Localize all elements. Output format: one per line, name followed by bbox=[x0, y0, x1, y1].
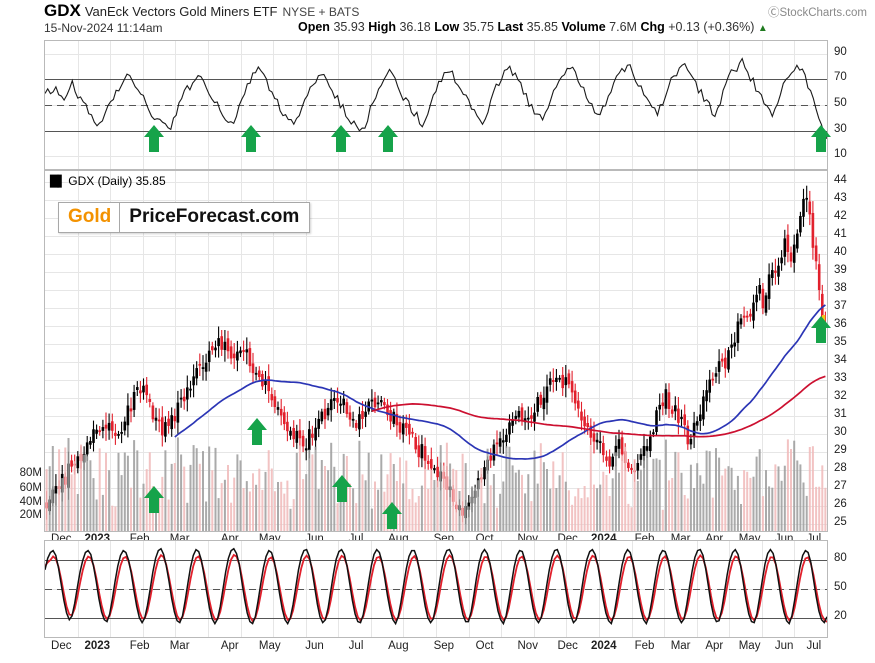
x-axis-label-jun-18: Jun bbox=[774, 640, 794, 652]
high-label: High bbox=[368, 20, 396, 34]
x-axis-label-2023-1: 2023 bbox=[84, 640, 111, 652]
chart-header: GDX VanEck Vectors Gold Miners ETF NYSE + … bbox=[0, 0, 875, 40]
rsi-ytick-30: 30 bbox=[834, 122, 847, 135]
price-ytick-38: 38 bbox=[834, 281, 847, 294]
rsi-panel bbox=[44, 40, 828, 170]
x-axis-label-2024-13: 2024 bbox=[590, 640, 617, 652]
x-axis-label-may-17: May bbox=[738, 640, 761, 652]
rsi-ytick-90: 90 bbox=[834, 45, 847, 58]
high-value: 36.18 bbox=[399, 20, 431, 34]
x-axis-label-dec-0: Dec bbox=[51, 640, 72, 652]
buy-arrow-rsi-1 bbox=[143, 124, 165, 154]
stochastic-x-axis: Dec 2023 Feb Mar Apr May Jun Jul Aug Sep Oct Nov Dec… bbox=[44, 640, 828, 656]
x-axis-label-nov-11: Nov bbox=[517, 640, 538, 652]
price-ytick-43: 43 bbox=[834, 191, 847, 204]
buy-arrow-rsi-3 bbox=[330, 124, 352, 154]
stochastic-ytick-20: 20 bbox=[834, 609, 847, 622]
x-axis-label-oct-10: Oct bbox=[475, 640, 494, 652]
price-ytick-25: 25 bbox=[834, 515, 847, 528]
buy-arrow-price-1 bbox=[143, 485, 165, 515]
volume-value: 7.6M bbox=[609, 20, 637, 34]
price-ytick-29: 29 bbox=[834, 443, 847, 456]
candlestick-icon: █▌ bbox=[50, 175, 66, 188]
price-ytick-35: 35 bbox=[834, 335, 847, 348]
up-triangle-icon: ▲ bbox=[757, 23, 768, 34]
rsi-ytick-70: 70 bbox=[834, 71, 847, 84]
rsi-ytick-10: 10 bbox=[834, 148, 847, 161]
price-plot bbox=[45, 171, 827, 531]
price-ytick-33: 33 bbox=[834, 371, 847, 384]
rsi-plot bbox=[45, 41, 827, 169]
open-value: 35.93 bbox=[333, 20, 365, 34]
x-axis-label-apr-16: Apr bbox=[705, 640, 724, 652]
price-ytick-40: 40 bbox=[834, 245, 847, 258]
price-ytick-31: 31 bbox=[834, 407, 847, 420]
price-ytick-27: 27 bbox=[834, 479, 847, 492]
stochastic-ytick-80: 80 bbox=[834, 552, 847, 565]
quote-datetime: 15-Nov-2024 11:14am bbox=[44, 21, 163, 35]
price-ytick-42: 42 bbox=[834, 209, 847, 222]
price-ytick-41: 41 bbox=[834, 227, 847, 240]
watermark-site: PriceForecast.com bbox=[129, 206, 300, 227]
copyright-icon: Ⓒ bbox=[767, 7, 780, 19]
price-series-text: GDX (Daily) 35.85 bbox=[68, 174, 166, 188]
x-axis-label-jul-7: Jul bbox=[348, 640, 364, 652]
quote-bar: Open 35.93 High 36.18 Low 35.75 Last 35.… bbox=[298, 20, 768, 34]
x-axis-label-may-5: May bbox=[258, 640, 281, 652]
x-axis-label-jun-6: Jun bbox=[305, 640, 324, 652]
buy-arrow-price-4 bbox=[381, 501, 403, 531]
watermark-logo: Gold PriceForecast.com bbox=[58, 202, 311, 233]
x-axis-label-mar-15: Mar bbox=[670, 640, 691, 652]
price-ytick-28: 28 bbox=[834, 461, 847, 474]
volume-label: Volume bbox=[561, 20, 606, 34]
ticker-symbol: GDX bbox=[44, 1, 81, 20]
buy-arrow-rsi-4 bbox=[377, 124, 399, 154]
stochastic-plot bbox=[45, 541, 827, 637]
price-ytick-26: 26 bbox=[834, 497, 847, 510]
volume-ytick-40M: 40M bbox=[19, 496, 42, 508]
watermark-brand: Gold bbox=[59, 203, 121, 232]
stochastic-ytick-50: 50 bbox=[834, 581, 847, 593]
price-ytick-32: 32 bbox=[834, 389, 847, 402]
open-label: Open bbox=[298, 20, 330, 34]
volume-ytick-60M: 60M bbox=[19, 481, 42, 494]
x-axis-label-feb-14: Feb bbox=[634, 640, 655, 652]
buy-arrow-price-2 bbox=[246, 417, 268, 447]
low-label: Low bbox=[434, 20, 460, 34]
x-axis-label-feb-2: Feb bbox=[129, 640, 150, 652]
x-axis-label-dec-12: Dec bbox=[557, 640, 578, 652]
company-name: VanEck Vectors Gold Miners ETF bbox=[84, 4, 278, 19]
buy-arrow-price-3 bbox=[331, 474, 353, 504]
buy-arrow-rsi-5 bbox=[810, 124, 832, 154]
price-ytick-34: 34 bbox=[834, 353, 847, 366]
rsi-ytick-50: 50 bbox=[834, 97, 847, 109]
price-ytick-44: 44 bbox=[834, 173, 847, 186]
x-axis-label-mar-3: Mar bbox=[169, 640, 190, 652]
chg-label: Chg bbox=[640, 20, 665, 34]
x-axis-label-jul-19: Jul bbox=[806, 640, 822, 652]
price-ytick-30: 30 bbox=[834, 425, 847, 438]
low-value: 35.75 bbox=[462, 20, 494, 34]
volume-ytick-80M: 80M bbox=[19, 467, 42, 480]
exchange-label: NYSE + BATS bbox=[282, 5, 360, 19]
price-ytick-37: 37 bbox=[834, 299, 847, 312]
x-axis-label-aug-8: Aug bbox=[388, 640, 409, 652]
volume-ytick-20M: 20M bbox=[19, 509, 42, 522]
last-value: 35.85 bbox=[526, 20, 558, 34]
stochastic-panel bbox=[44, 540, 828, 638]
header-title-line: GDX VanEck Vectors Gold Miners ETF NYSE + … bbox=[44, 1, 359, 21]
x-axis-label-apr-4: Apr bbox=[220, 640, 239, 652]
price-ytick-36: 36 bbox=[834, 317, 847, 330]
buy-arrow-price-5 bbox=[810, 315, 832, 345]
last-label: Last bbox=[497, 20, 524, 34]
buy-arrow-rsi-2 bbox=[240, 124, 262, 154]
price-ytick-39: 39 bbox=[834, 263, 847, 276]
x-axis-label-sep-9: Sep bbox=[433, 640, 455, 652]
chg-value: +0.13 (+0.36%) bbox=[668, 20, 755, 34]
price-series-label: █▌ GDX (Daily) 35.85 bbox=[50, 174, 166, 188]
stockcharts-attribution: ⒸStockCharts.com bbox=[767, 7, 867, 19]
